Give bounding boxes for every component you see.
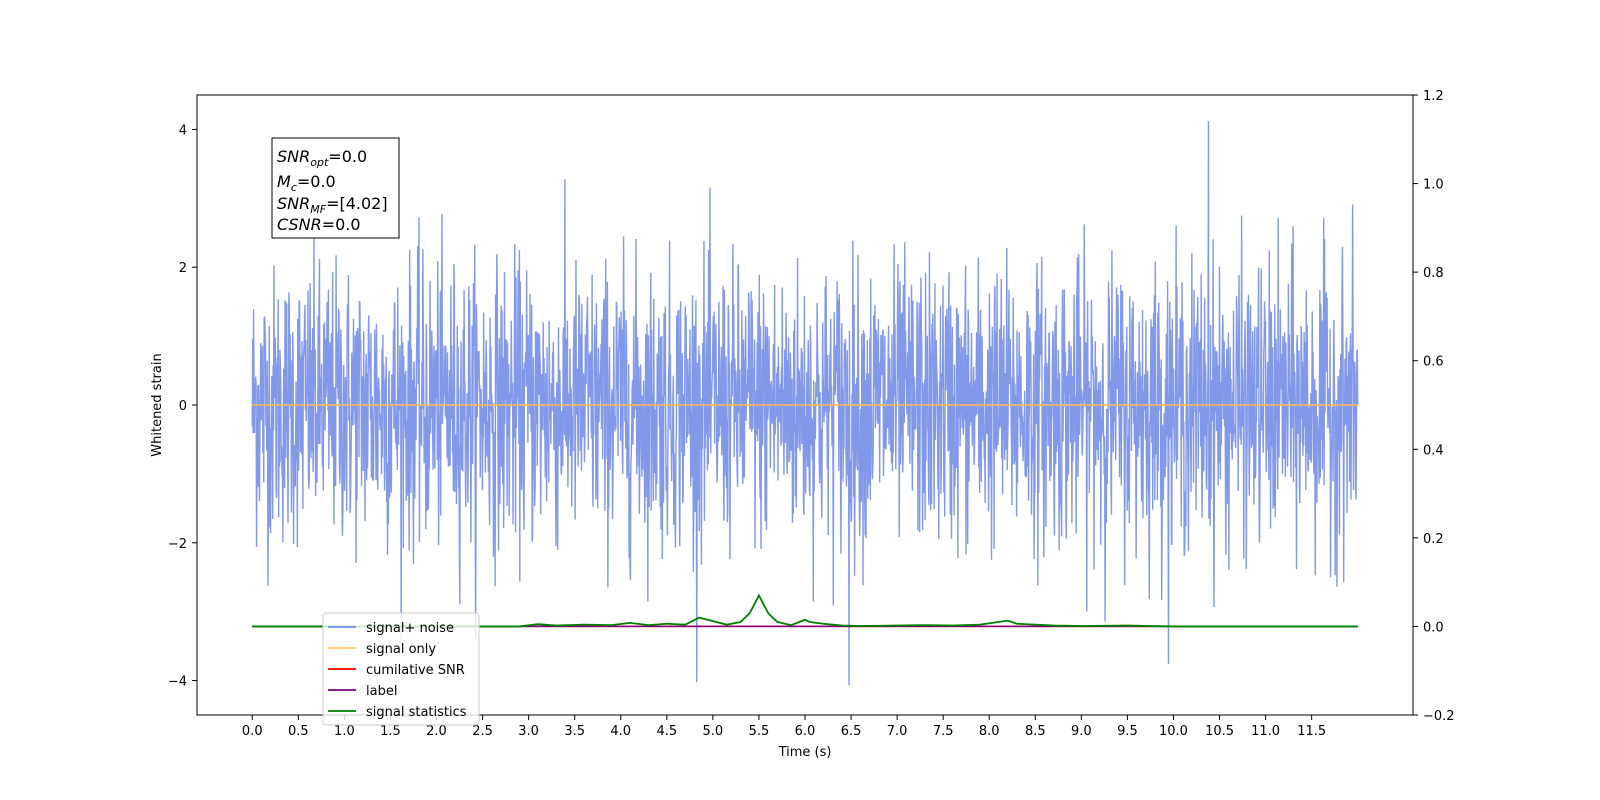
x-tick-label: 9.5: [1117, 724, 1138, 739]
legend-label: signal statistics: [366, 705, 467, 720]
x-tick-label: 9.0: [1071, 724, 1092, 739]
y2-tick-label: −0.2: [1423, 709, 1455, 724]
annotation-box: SNRopt=0.0 Mc=0.0 SNRMF=[4.02] CSNR=0.0: [271, 137, 400, 239]
y2-tick-label: 0.8: [1423, 266, 1444, 281]
y2-tick-label: 0.4: [1423, 443, 1444, 458]
x-tick-label: 7.0: [887, 724, 908, 739]
x-axis: 0.0 0.5 1.0 1.5 2.0 2.5 3.0 3.5 4.0 4.5 5.0 5.5 6.0 6…: [242, 715, 1326, 739]
x-tick-label: 6.0: [795, 724, 816, 739]
x-tick-label: 8.5: [1025, 724, 1046, 739]
x-tick-label: 2.0: [426, 724, 447, 739]
annotation-frame: [271, 137, 400, 239]
y-axis-left: −4 −2 0 2 4: [168, 123, 197, 690]
x-tick-label: 1.5: [380, 724, 401, 739]
series-signal-statistics: [252, 593, 1358, 628]
x-tick-label: 5.0: [703, 724, 724, 739]
x-tick-label: 11.0: [1251, 724, 1280, 739]
x-tick-label: 5.5: [749, 724, 770, 739]
x-tick-label: 8.0: [979, 724, 1000, 739]
x-tick-label: 1.0: [334, 724, 355, 739]
y-tick-label: 2: [179, 261, 187, 276]
y2-tick-label: 0.0: [1423, 620, 1444, 635]
legend-label: signal+ noise: [366, 621, 454, 636]
y-tick-label: 0: [179, 399, 187, 414]
y-axis-right: −0.2 0.0 0.2 0.4 0.6 0.8 1.0 1.2: [1413, 89, 1455, 724]
y-tick-label: 4: [179, 123, 187, 138]
x-tick-label: 7.5: [933, 724, 954, 739]
x-tick-label: 0.5: [288, 724, 309, 739]
legend-label: signal only: [366, 642, 436, 657]
x-tick-label: 3.5: [564, 724, 585, 739]
x-axis-title: Time (s): [778, 745, 832, 760]
x-tick-label: 0.0: [242, 724, 263, 739]
series-signal-noise: [251, 121, 1359, 686]
x-tick-label: 6.5: [841, 724, 862, 739]
y2-tick-label: 1.0: [1423, 178, 1444, 193]
x-tick-label: 4.0: [610, 724, 631, 739]
y-tick-label: −2: [168, 537, 187, 552]
y2-tick-label: 1.2: [1423, 89, 1444, 104]
y-tick-label: −4: [168, 675, 187, 690]
legend-label: label: [366, 684, 397, 699]
y2-tick-label: 0.6: [1423, 355, 1444, 370]
annotation-csnr: CSNR=0.0: [277, 215, 361, 234]
annotation-mc: Mc=0.0: [277, 172, 336, 194]
x-tick-label: 10.0: [1159, 724, 1188, 739]
y2-tick-label: 0.2: [1423, 532, 1444, 547]
legend-label: cumilative SNR: [366, 663, 465, 678]
legend-frame: [322, 612, 480, 726]
x-tick-label: 2.5: [472, 724, 493, 739]
x-tick-label: 3.0: [518, 724, 539, 739]
legend: signal+ noise signal only cumilative SNR la…: [322, 612, 480, 726]
x-tick-label: 11.5: [1297, 724, 1326, 739]
annotation-snr-opt: SNRopt=0.0: [277, 147, 367, 169]
plot-area: [251, 121, 1359, 686]
annotation-snr-mf: SNRMF=[4.02]: [277, 194, 388, 216]
x-tick-label: 10.5: [1205, 724, 1234, 739]
y-axis-title: Whitened strain: [150, 353, 165, 456]
x-tick-label: 4.5: [656, 724, 677, 739]
